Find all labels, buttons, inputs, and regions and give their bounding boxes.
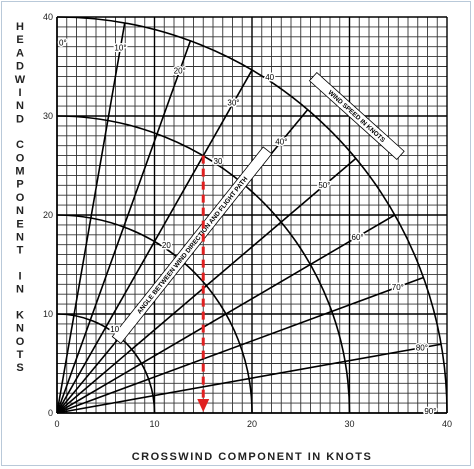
y-tick-label: 0 <box>48 408 53 418</box>
y-axis-title-letter: T <box>17 349 24 361</box>
x-tick-label: 20 <box>247 419 257 429</box>
tick-labels: 0 10 20 30 40 0 10 20 30 40 <box>43 12 452 429</box>
angle-label: 60° <box>352 233 364 242</box>
y-axis-title-letter: C <box>16 139 24 151</box>
y-axis-title-letter: I <box>18 270 21 282</box>
y-axis-title-letter: O <box>16 336 25 348</box>
x-axis-title: CROSSWIND COMPONENT IN KNOTS <box>132 451 373 463</box>
y-tick-label: 20 <box>43 210 53 220</box>
y-axis-title-letter: D <box>16 61 24 73</box>
wind-speed-arc <box>56 214 253 414</box>
y-axis-title-letter: E <box>16 34 23 46</box>
y-axis-title-letter: K <box>16 309 24 321</box>
y-axis-title-letter: N <box>16 284 24 296</box>
angle-label: 30° <box>227 99 239 108</box>
y-axis-title-letter: N <box>16 232 24 244</box>
y-tick-label: 30 <box>43 111 53 121</box>
angle-line <box>56 69 253 414</box>
angle-label: 70° <box>392 283 404 292</box>
wind-speed-label: 10 <box>110 325 119 334</box>
y-axis-title-letter: T <box>17 245 24 257</box>
y-axis-title-letter: P <box>16 179 23 191</box>
wind-speed-arc <box>56 115 351 414</box>
angle-label: 90° <box>424 407 436 416</box>
major-grid <box>56 16 448 414</box>
y-tick-label: 40 <box>43 12 53 22</box>
y-axis-title-letter: A <box>16 47 24 59</box>
wind-speed-arc <box>56 313 156 414</box>
y-axis-title-letter: N <box>16 323 24 335</box>
speed-banner-box <box>308 72 405 160</box>
angle-label: 0° <box>59 39 67 48</box>
angle-label: 10° <box>114 43 126 52</box>
y-axis-title-letter: E <box>16 218 23 230</box>
y-axis-title-letter: N <box>16 205 24 217</box>
angle-line <box>56 22 126 414</box>
wind-speed-label: 30 <box>214 157 223 166</box>
angle-line <box>56 157 357 414</box>
angle-line <box>56 343 442 414</box>
angle-banner-box <box>111 146 273 345</box>
y-tick-label: 10 <box>43 309 53 319</box>
wind-speed-arc <box>56 16 448 414</box>
y-axis-title-letter: N <box>16 100 24 112</box>
angle-label: 50° <box>318 181 330 190</box>
angle-labels: 0° 10° 20° 30° 40° 50° 60° 70° 80° 90° 10 20 30 40 <box>58 37 438 417</box>
angle-line <box>56 40 192 414</box>
y-axis-title-letter: S <box>16 362 23 374</box>
wind-speed-arcs <box>56 16 448 414</box>
angle-line <box>56 214 396 414</box>
wind-speed-label: 20 <box>162 241 171 250</box>
y-axis-title-letter: M <box>15 166 24 178</box>
example-line <box>197 155 210 412</box>
angle-label: 20° <box>174 67 186 76</box>
angle-line <box>56 276 424 414</box>
y-axis-title-letter: I <box>18 87 21 99</box>
x-tick-label: 0 <box>54 419 59 429</box>
y-axis-title-letter: W <box>15 74 26 86</box>
angle-label: 80° <box>416 344 428 353</box>
example-arrowhead <box>197 399 210 412</box>
x-tick-label: 30 <box>344 419 354 429</box>
wind-speed-label: 40 <box>265 73 274 82</box>
y-axis-title-letter: O <box>16 192 25 204</box>
x-tick-label: 40 <box>442 419 452 429</box>
y-axis-title-letter: D <box>16 113 24 125</box>
angle-label: 40° <box>275 137 287 146</box>
x-tick-label: 10 <box>149 419 159 429</box>
y-axis-title-letter: O <box>16 152 25 164</box>
y-axis-title-letter: H <box>16 21 24 33</box>
